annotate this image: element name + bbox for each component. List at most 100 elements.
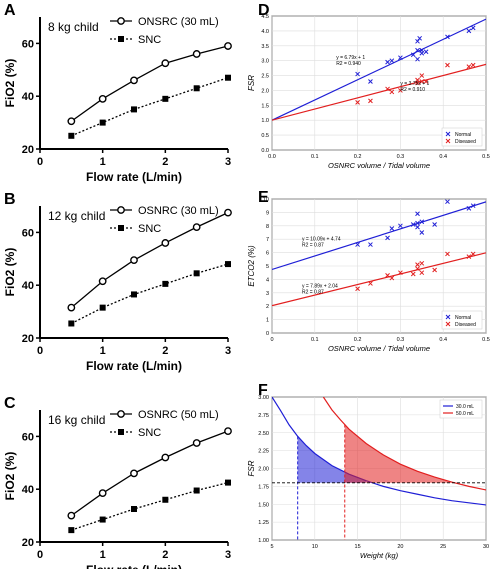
fit-r2-normal: R2 = 0.87 <box>302 243 324 249</box>
y-tick-label: 4.0 <box>261 29 269 35</box>
panel-letter-C: C <box>4 395 16 412</box>
x-tick-label: 0 <box>37 345 43 357</box>
x-axis-label: Flow rate (L/min) <box>86 359 182 373</box>
data-point-osnrc <box>67 511 76 520</box>
y-tick-label: 10 <box>263 197 269 203</box>
legend-marker <box>445 131 451 137</box>
y-tick-label: 4 <box>266 277 269 283</box>
plot-frame <box>271 15 487 151</box>
data-point-normal <box>415 47 420 53</box>
data-point-diseased <box>385 273 390 278</box>
legend-marker <box>445 321 451 327</box>
data-point-diseased <box>385 86 390 92</box>
data-point-normal <box>355 242 360 247</box>
y-tick-label: 0.0 <box>261 148 269 154</box>
data-point-diseased <box>415 77 420 83</box>
data-point-diseased <box>410 271 416 277</box>
panel-title: 8 kg child <box>48 20 99 34</box>
x-axis-label: OSNRC volume / Tidal volume <box>328 344 430 353</box>
data-point-diseased <box>389 89 395 95</box>
y-tick-label: 7 <box>266 237 269 243</box>
data-point-diseased <box>445 251 450 257</box>
data-point-osnrc <box>192 50 201 58</box>
data-point-normal <box>368 242 373 247</box>
shaded-area-red <box>344 424 452 483</box>
legend-label: SNC <box>138 34 161 46</box>
legend-label: OSNRC (30 mL) <box>138 205 219 217</box>
data-point-snc <box>68 320 75 327</box>
panel-letter-E: E <box>258 189 269 206</box>
x-axis-label: Flow rate (L/min) <box>86 563 182 569</box>
data-point-diseased <box>470 62 476 68</box>
series-line-osnrc <box>70 45 229 122</box>
fit-equation-normal: y = 6.79x + 1 <box>336 55 365 61</box>
data-point-snc <box>225 261 231 268</box>
data-point-snc <box>131 291 137 298</box>
fit-line-normal <box>272 201 486 271</box>
data-point-osnrc <box>224 427 232 436</box>
legend-label: ONSRC (30 mL) <box>138 16 219 28</box>
x-tick-label: 3 <box>225 345 231 357</box>
legend-marker <box>118 429 124 435</box>
data-point-normal <box>466 206 472 211</box>
y-tick-label: 6 <box>266 251 269 257</box>
legend-box <box>441 310 483 330</box>
x-tick-label: 2 <box>162 549 168 561</box>
legend-marker <box>117 17 125 25</box>
fit-line-diseased <box>272 252 486 307</box>
fit-r2-diseased: R2 = 0.87 <box>302 289 324 295</box>
x-axis-label: OSNRC volume / Tidal volume <box>328 161 430 170</box>
data-point-normal <box>419 230 425 235</box>
data-point-osnrc <box>224 42 232 50</box>
x-tick-label: 2 <box>162 156 168 168</box>
y-axis-label: FSR <box>247 460 256 476</box>
data-point-diseased <box>389 275 395 281</box>
data-point-normal <box>410 222 416 227</box>
x-tick-label: 1 <box>100 345 106 357</box>
y-tick-label: 60 <box>22 227 34 239</box>
y-tick-label: 2.25 <box>258 449 269 455</box>
data-point-diseased <box>419 270 425 276</box>
y-axis-label: ETCO2 (%) <box>247 245 256 287</box>
x-tick-label: 1 <box>100 156 106 168</box>
legend-marker <box>118 36 124 42</box>
x-tick-label: 0.4 <box>439 337 447 343</box>
x-tick-label: 3 <box>225 156 231 168</box>
data-point-osnrc <box>161 453 170 462</box>
data-point-normal <box>445 199 450 205</box>
legend-label: Normal <box>455 315 471 321</box>
legend-marker <box>117 206 125 214</box>
data-point-normal <box>419 219 425 225</box>
x-tick-label: 0 <box>270 337 273 343</box>
legend-label: OSNRC (50 mL) <box>138 409 219 421</box>
panel-title: 16 kg child <box>48 413 105 427</box>
data-point-snc <box>225 479 231 486</box>
data-point-normal <box>445 34 450 40</box>
y-tick-label: 20 <box>22 537 34 549</box>
data-point-diseased <box>398 88 403 93</box>
data-point-diseased <box>355 100 360 105</box>
y-tick-label: 3 <box>266 291 269 297</box>
x-tick-label: 1 <box>100 549 106 561</box>
y-tick-label: 9 <box>266 210 269 216</box>
data-point-normal <box>389 58 395 64</box>
x-tick-label: 0.0 <box>268 154 276 160</box>
legend-label: SNC <box>138 223 161 235</box>
data-point-normal <box>415 211 420 217</box>
x-axis-label: Weight (kg) <box>360 551 399 560</box>
data-point-snc <box>162 280 169 287</box>
data-point-diseased <box>470 251 476 257</box>
series-line-snc <box>71 77 229 137</box>
x-tick-label: 5 <box>270 544 273 550</box>
legend-label: Diseased <box>455 322 476 328</box>
data-point-diseased <box>423 79 429 84</box>
y-tick-label: 2.50 <box>258 431 269 437</box>
y-tick-label: 40 <box>22 280 34 292</box>
legend-marker <box>117 410 125 418</box>
x-tick-label: 15 <box>355 544 361 550</box>
y-tick-label: 5 <box>266 264 269 270</box>
y-tick-label: 40 <box>22 484 34 496</box>
data-point-normal <box>415 220 420 226</box>
data-point-snc <box>162 496 169 503</box>
data-point-snc <box>99 516 106 523</box>
